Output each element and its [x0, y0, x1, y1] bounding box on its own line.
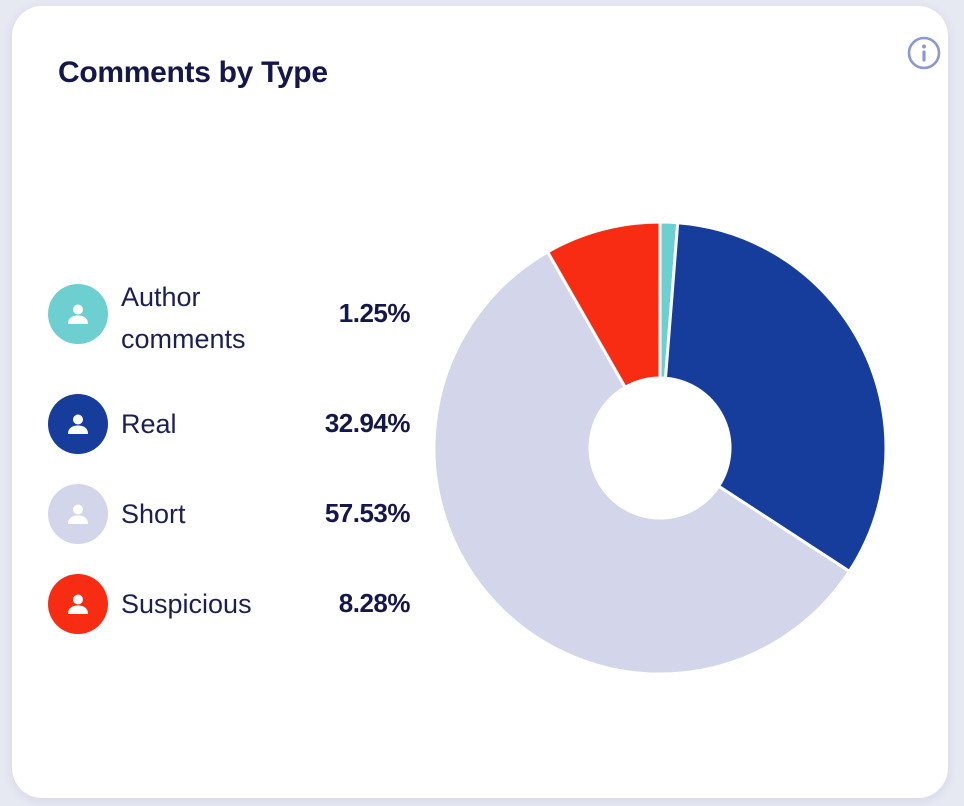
legend-item-real[interactable]: Real 32.94% [43, 386, 411, 462]
user-icon [43, 569, 113, 639]
donut-slice-short[interactable] [432, 250, 851, 676]
info-icon[interactable] [907, 36, 941, 70]
user-icon [43, 389, 113, 459]
legend-label: Author comments [121, 282, 246, 354]
user-icon [43, 479, 113, 549]
legend-item-short[interactable]: Short 57.53% [43, 476, 411, 552]
donut-slice-suspicious[interactable] [546, 220, 662, 389]
legend-item-suspicious[interactable]: Suspicious 8.28% [43, 566, 411, 642]
legend: Author comments 1.25% Real 32.94% Short [43, 0, 418, 806]
legend-label: Real [121, 409, 177, 439]
user-icon [43, 279, 113, 349]
legend-value: 8.28% [338, 588, 411, 618]
legend-label: Suspicious [121, 589, 252, 619]
card-title: Comments by Type [58, 56, 328, 89]
legend-item-author-comments[interactable]: Author comments 1.25% [43, 276, 411, 354]
legend-value: 1.25% [338, 298, 411, 328]
donut-chart [432, 220, 888, 676]
legend-value: 32.94% [324, 408, 411, 438]
legend-label: Short [121, 499, 186, 529]
donut-slice-real[interactable] [663, 221, 888, 573]
legend-value: 57.53% [324, 498, 411, 528]
